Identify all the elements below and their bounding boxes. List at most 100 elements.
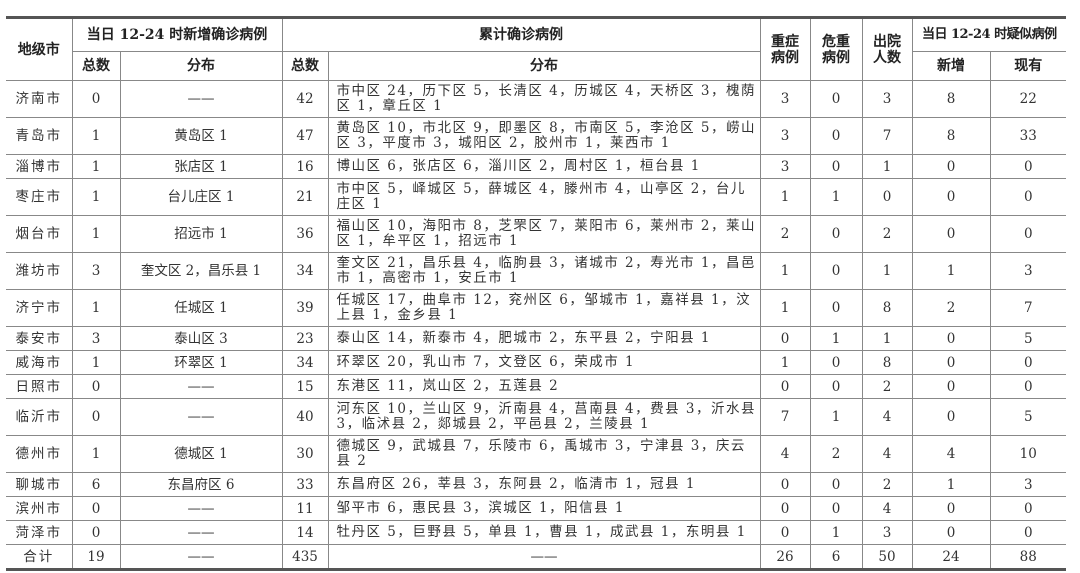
suspected-current-cell: 7 [989,289,1067,327]
cum-distribution-cell: 市中区 24，历下区 5，长清区 4，历城区 4，天桥区 3，槐荫区 1，章丘区… [327,80,761,118]
suspected-new-cell: 0 [911,398,991,436]
severe-cell: 0 [759,326,811,351]
cum-total-cell: 42 [281,80,329,118]
header-new-confirmed: 当日 12-24 时新增确诊病例 [71,17,283,52]
city-cell: 德州市 [6,435,73,473]
suspected-current-cell: 88 [989,544,1067,570]
suspected-current-cell: 0 [989,496,1067,521]
table-row: 济宁市 1 任城区 1 39 任城区 17，曲阜市 12，兖州区 6，邹城市 1，嘉祥县… [6,289,1067,327]
cum-distribution-cell: 环翠区 20，乳山市 7，文登区 6，荣成市 1 [327,350,761,375]
cum-distribution-cell: 德城区 9，武城县 7，乐陵市 6，禹城市 3，宁津县 3，庆云县 2 [327,435,761,473]
suspected-current-cell: 0 [989,215,1067,253]
new-distribution-cell: —— [119,544,283,570]
city-cell: 烟台市 [6,215,73,253]
suspected-new-cell: 0 [911,374,991,399]
header-cumulative-confirmed: 累计确诊病例 [281,17,761,52]
suspected-current-cell: 5 [989,326,1067,351]
city-cell: 泰安市 [6,326,73,351]
discharged-cell: 7 [861,117,913,155]
discharged-cell: 8 [861,350,913,375]
new-total-cell: 0 [71,374,121,399]
city-cell: 日照市 [6,374,73,399]
cum-total-cell: 11 [281,496,329,521]
suspected-new-cell: 8 [911,80,991,118]
total-row: 合计 19 —— 435 —— 26 6 50 24 88 [6,544,1067,570]
suspected-new-cell: 0 [911,326,991,351]
suspected-current-cell: 0 [989,154,1067,179]
table-row: 泰安市 3 泰山区 3 23 泰山区 14，新泰市 4，肥城市 2，东平县 2，宁阳县 … [6,326,1067,351]
severe-cell: 3 [759,80,811,118]
cum-distribution-cell: 东港区 11，岚山区 2，五莲县 2 [327,374,761,399]
discharged-cell: 8 [861,289,913,327]
suspected-new-cell: 0 [911,496,991,521]
critical-cell: 6 [809,544,863,570]
discharged-cell: 3 [861,520,913,545]
cum-total-cell: 34 [281,252,329,290]
new-total-cell: 0 [71,398,121,436]
cum-distribution-cell: 黄岛区 10，市北区 9，即墨区 8，市南区 5，李沧区 5，崂山区 3，平度市… [327,117,761,155]
critical-cell: 0 [809,496,863,521]
new-distribution-cell: 台儿庄区 1 [119,178,283,216]
header-cum-distribution: 分布 [327,51,761,81]
cum-total-cell: 30 [281,435,329,473]
suspected-new-cell: 4 [911,435,991,473]
new-distribution-cell: 泰山区 3 [119,326,283,351]
cum-total-cell: 16 [281,154,329,179]
header-suspected-current: 现有 [989,51,1067,81]
city-cell: 枣庄市 [6,178,73,216]
cum-distribution-cell: 任城区 17，曲阜市 12，兖州区 6，邹城市 1，嘉祥县 1，汶上县 1，金乡… [327,289,761,327]
cum-distribution-cell: 奎文区 21，昌乐县 4，临朐县 3，诸城市 2，寿光市 1，昌邑市 1，高密市… [327,252,761,290]
header-suspected-new: 新增 [911,51,991,81]
cum-distribution-cell: 泰山区 14，新泰市 4，肥城市 2，东平县 2，宁阳县 1 [327,326,761,351]
header-city: 地级市 [6,17,73,81]
critical-cell: 0 [809,154,863,179]
new-distribution-cell: —— [119,520,283,545]
critical-cell: 1 [809,178,863,216]
severe-cell: 1 [759,252,811,290]
new-distribution-cell: —— [119,80,283,118]
suspected-new-cell: 0 [911,215,991,253]
new-total-cell: 3 [71,326,121,351]
severe-cell: 7 [759,398,811,436]
table-row: 潍坊市 3 奎文区 2，昌乐县 1 34 奎文区 21，昌乐县 4，临朐县 3，诸城市 … [6,252,1067,290]
suspected-new-cell: 1 [911,252,991,290]
suspected-new-cell: 0 [911,154,991,179]
discharged-cell: 0 [861,178,913,216]
suspected-current-cell: 3 [989,472,1067,497]
city-cell: 合计 [6,544,73,570]
new-distribution-cell: 张店区 1 [119,154,283,179]
new-distribution-cell: —— [119,398,283,436]
severe-cell: 0 [759,496,811,521]
new-distribution-cell: —— [119,496,283,521]
suspected-new-cell: 2 [911,289,991,327]
severe-cell: 0 [759,472,811,497]
new-distribution-cell: 东昌府区 6 [119,472,283,497]
table-row: 德州市 1 德城区 1 30 德城区 9，武城县 7，乐陵市 6，禹城市 3，宁津县 3… [6,435,1067,473]
discharged-cell: 4 [861,435,913,473]
new-total-cell: 1 [71,435,121,473]
new-total-cell: 3 [71,252,121,290]
new-total-cell: 0 [71,80,121,118]
cum-distribution-cell: 博山区 6，张店区 6，淄川区 2，周村区 1，桓台县 1 [327,154,761,179]
suspected-new-cell: 0 [911,520,991,545]
cum-total-cell: 34 [281,350,329,375]
severe-cell: 0 [759,520,811,545]
suspected-new-cell: 0 [911,178,991,216]
cum-total-cell: 47 [281,117,329,155]
suspected-current-cell: 0 [989,520,1067,545]
header-suspected: 当日 12-24 时疑似病例 [911,17,1067,52]
city-cell: 济南市 [6,80,73,118]
table-row: 聊城市 6 东昌府区 6 33 东昌府区 26，莘县 3，东阿县 2，临清市 1，冠县 … [6,472,1067,497]
critical-cell: 0 [809,80,863,118]
cum-distribution-cell: 市中区 5，峄城区 5，薛城区 4，滕州市 4，山亭区 2，台儿庄区 1 [327,178,761,216]
table-row: 烟台市 1 招远市 1 36 福山区 10，海阳市 8，芝罘区 7，莱阳市 6，莱州市 … [6,215,1067,253]
critical-cell: 0 [809,252,863,290]
new-distribution-cell: —— [119,374,283,399]
cum-distribution-cell: —— [327,544,761,570]
new-total-cell: 19 [71,544,121,570]
severe-cell: 26 [759,544,811,570]
severe-cell: 1 [759,289,811,327]
new-distribution-cell: 招远市 1 [119,215,283,253]
city-cell: 菏泽市 [6,520,73,545]
suspected-current-cell: 22 [989,80,1067,118]
